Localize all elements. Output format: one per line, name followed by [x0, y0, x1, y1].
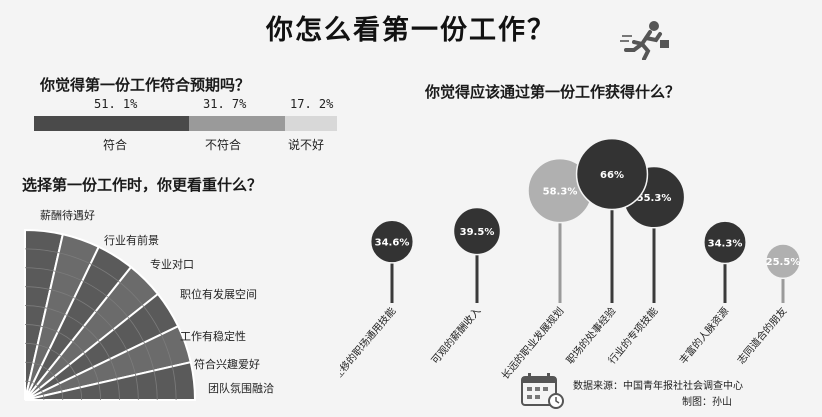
expectation-question: 你觉得第一份工作符合预期吗？: [40, 76, 251, 94]
bar-segment-meets: [34, 116, 189, 131]
category-like-minded-friends: 志同道合的朋友: [734, 305, 789, 367]
value-label-not-meet: 31. 7%: [203, 97, 247, 111]
fan-label-salary: 薪酬待遇好: [40, 209, 95, 222]
fan-label-team: 团队氛围融洽: [208, 382, 274, 395]
fan-wedge-team: [24, 360, 197, 401]
circle-network-resources: [703, 220, 747, 265]
fan-grid-ring: [24, 342, 83, 401]
calendar-icon: [521, 373, 564, 409]
fan-label-interest: 符合兴趣爱好: [194, 358, 260, 371]
bar-segment-not-meet: [188, 116, 285, 131]
source-text: 数据来源：中国青年报社社会调查中心: [573, 381, 743, 392]
value-label-unsure: 17. 2%: [290, 97, 334, 111]
category-transferable-skills: 可迁移的职场通用技能: [340, 305, 398, 390]
priorities-fan-chart: [24, 228, 197, 401]
value-label-career-planning: 58.3%: [543, 187, 578, 198]
circle-like-minded-friends: [765, 243, 801, 280]
fan-grid-ring: [24, 361, 64, 401]
category-not-meet: 不符合: [205, 138, 242, 152]
circle-workplace-experience: [575, 137, 649, 211]
value-label-meets: 51. 1%: [94, 97, 138, 111]
fan-grid-ring: [24, 380, 45, 401]
circle-salary-income: [452, 206, 502, 256]
fan-grid-ring: [24, 267, 158, 401]
category-meets: 符合: [103, 138, 128, 152]
circle-transferable-skills: [369, 219, 415, 264]
category-unsure: 说不好: [288, 138, 325, 152]
fan-label-stability: 工作有稳定性: [180, 330, 246, 343]
fan-label-growth: 职位有发展空间: [180, 288, 257, 301]
page-title: 你怎么看第一份工作？: [266, 15, 556, 46]
priorities-question: 选择第一份工作时，你更看重什么？: [22, 176, 263, 194]
value-label-network-resources: 34.3%: [708, 238, 743, 249]
gains-question: 你觉得应该通过第一份工作获得什么？: [425, 83, 681, 101]
fan-grid-ring: [24, 305, 120, 401]
fan-grid-ring: [24, 324, 101, 401]
category-network-resources: 丰富的人脉资源: [676, 305, 731, 367]
fan-label-industry: 行业有前景: [104, 234, 159, 247]
running-man-icon: [620, 21, 669, 60]
value-label-like-minded-friends: 25.5%: [766, 257, 801, 268]
fan-label-major: 专业对口: [150, 258, 194, 271]
fan-grid-ring: [24, 286, 139, 401]
value-label-industry-skills: 55.3%: [637, 193, 672, 204]
author-text: 制图：孙山: [682, 397, 732, 408]
fan-grid-ring: [24, 248, 177, 401]
gains-lollipop-chart: 34.6% 可迁移的职场通用技能 39.5% 可观的薪酬收入 58.3% 长远的职业发展规…: [340, 137, 801, 390]
category-salary-income: 可观的薪酬收入: [428, 305, 483, 367]
value-label-salary-income: 39.5%: [460, 227, 495, 238]
value-label-workplace-experience: 66%: [600, 170, 624, 181]
bar-segment-unsure: [284, 116, 337, 131]
value-label-transferable-skills: 34.6%: [375, 238, 410, 249]
category-career-planning: 长远的职业发展规划: [498, 305, 566, 382]
